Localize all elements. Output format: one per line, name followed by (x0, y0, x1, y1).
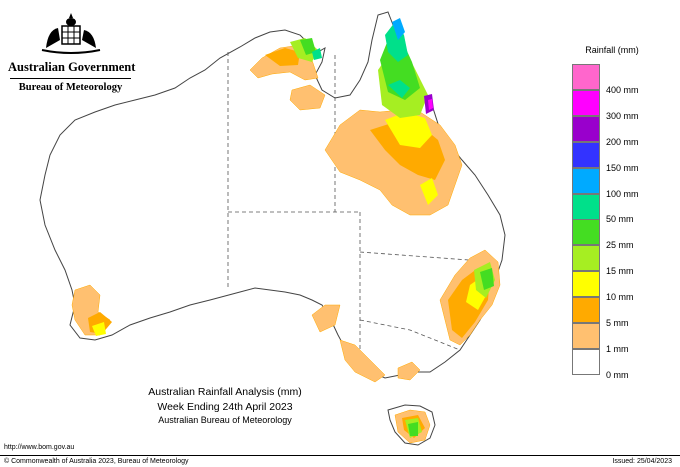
coat-of-arms-icon (41, 13, 100, 54)
legend-swatch (572, 167, 600, 194)
legend-swatch (572, 219, 600, 246)
bureau-title: Bureau of Meteorology (18, 82, 123, 93)
rainfall-map (39, 11, 506, 446)
legend-label: 5 mm (606, 318, 629, 328)
legend-swatch (572, 348, 600, 375)
legend-label: 100 mm (606, 188, 639, 199)
issued-date: Issued: 25/04/2023 (612, 458, 672, 465)
caption-title: Australian Rainfall Analysis (mm) (148, 386, 302, 398)
legend-swatch (572, 193, 600, 220)
website-link[interactable]: http://www.bom.gov.au (4, 444, 75, 451)
footer-divider (0, 455, 680, 456)
legend-swatch (572, 297, 600, 324)
legend-label: 1 mm (606, 343, 629, 354)
legend-label: 25 mm (606, 240, 634, 251)
legend-swatch (572, 141, 600, 168)
legend-swatch (572, 115, 600, 142)
legend-label: 200 mm (606, 136, 639, 147)
legend-label: 15 mm (606, 266, 634, 277)
legend-label: 400 mm (606, 84, 639, 95)
rain-magenta (428, 99, 433, 110)
map-caption: Australian Rainfall Analysis (mm) Week E… (130, 386, 320, 425)
legend-label: 300 mm (606, 110, 639, 121)
government-brand: Australian Government Bureau of Meteorol… (8, 10, 136, 93)
caption-period: Week Ending 24th April 2023 (157, 401, 293, 413)
legend-swatch (572, 323, 600, 349)
legend-label: 10 mm (606, 292, 634, 303)
legend-swatch (572, 64, 600, 90)
rain-blue (392, 18, 405, 40)
rain-yellow (92, 112, 488, 336)
legend-label: 150 mm (606, 162, 639, 173)
legend-title: Rainfall (mm) (585, 45, 639, 55)
rain-teal (312, 22, 410, 98)
legend-swatch (572, 271, 600, 298)
government-title: Australian Government (8, 60, 136, 74)
legend-swatch (572, 89, 600, 116)
legend-label: 50 mm (606, 214, 634, 225)
copyright-text: © Commonwealth of Australia 2023, Bureau… (4, 458, 189, 465)
brand-divider (10, 78, 131, 79)
caption-source: Australian Bureau of Meteorology (158, 415, 292, 425)
legend-label: 0 mm (606, 369, 629, 380)
legend-swatch (572, 245, 600, 272)
